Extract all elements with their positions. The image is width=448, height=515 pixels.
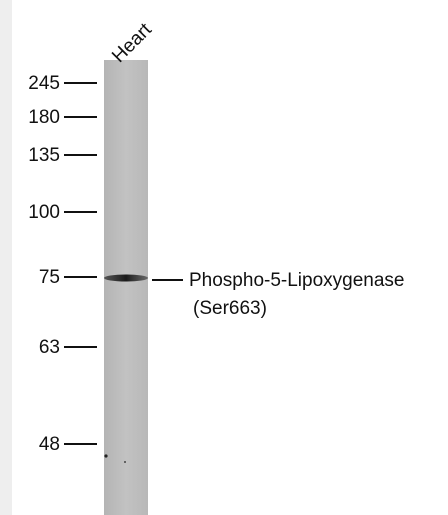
marker-label: 180: [28, 107, 60, 128]
marker-label: 245: [28, 73, 60, 94]
speck: [104, 454, 107, 457]
marker-label: 63: [39, 337, 60, 358]
speck: [124, 461, 126, 463]
marker-label: 75: [39, 267, 60, 288]
band: [104, 275, 148, 282]
lane: [104, 60, 148, 515]
blot-figure: Heart 245 180 135 100 75 63 48 Phospho-5-Lipox…: [0, 0, 448, 515]
marker-ladder: 245 180 135 100 75 63 48: [28, 73, 97, 455]
band-label: Phospho-5-Lipoxygenase: [189, 270, 405, 291]
page: Heart 245 180 135 100 75 63 48 Phospho-5-Lipox…: [0, 0, 448, 515]
left-strip: [0, 0, 12, 515]
marker-label: 135: [28, 145, 60, 166]
band-label: (Ser663): [193, 298, 267, 319]
marker-label: 48: [39, 434, 60, 455]
marker-label: 100: [28, 202, 60, 223]
lane-label: Heart: [108, 19, 156, 67]
